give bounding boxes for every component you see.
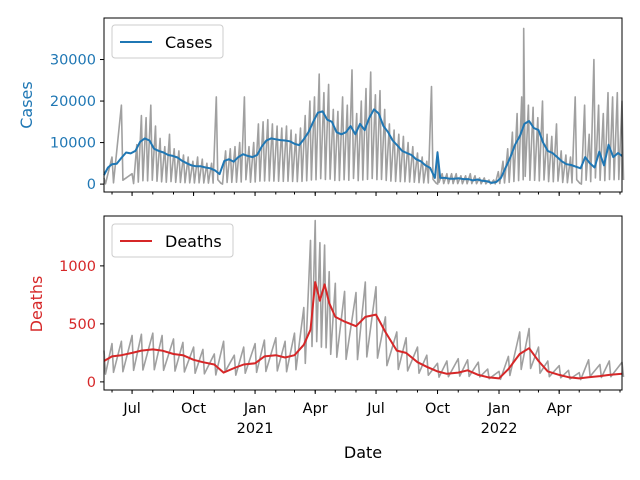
- cases-plot-frame: [103, 17, 623, 193]
- deaths-legend-box: [111, 223, 234, 258]
- deaths-ytick-label: 0: [87, 375, 96, 391]
- xtick-label: Oct: [181, 401, 206, 417]
- cases-ytick-label: 0: [87, 177, 96, 193]
- cases-legend-label: Cases: [165, 33, 213, 52]
- deaths-plot-frame: [103, 215, 623, 391]
- xtick-label: Jan: [243, 401, 266, 417]
- cases-ylabel: Cases: [17, 81, 36, 129]
- deaths-legend: Deaths: [111, 223, 234, 258]
- xtick-label: Jul: [122, 401, 141, 417]
- deaths-ytick-label: 1000: [59, 259, 96, 275]
- xtick-year-label: 2022: [481, 421, 518, 437]
- xtick-label: Apr: [303, 401, 328, 417]
- cases-ytick-label: 30000: [50, 53, 96, 69]
- cases-legend: Cases: [111, 24, 224, 59]
- cases-ytick-label: 10000: [50, 136, 96, 152]
- deaths-average-line: [103, 281, 623, 380]
- x-axis-label: Date: [344, 443, 382, 462]
- xtick-label: Jan: [487, 401, 510, 417]
- cases-legend-box: [111, 24, 224, 59]
- cases-daily-values-line: [103, 27, 625, 185]
- deaths-ylabel: Deaths: [27, 276, 46, 333]
- deaths-panel: 0 500 1000 Jul Oct Jan 2021 Apr Jul Oct Jan 2022 Apr: [59, 215, 625, 437]
- xtick-label: Jul: [366, 401, 385, 417]
- cases-ytick-label: 20000: [50, 94, 96, 110]
- deaths-ytick-label: 500: [68, 317, 96, 333]
- xtick-year-label: 2021: [237, 421, 274, 437]
- cases-average-line: [103, 108, 623, 184]
- cases-panel: 0 10000 20000 30000: [50, 17, 625, 196]
- xtick-label: Oct: [425, 401, 450, 417]
- deaths-legend-label: Deaths: [165, 232, 222, 251]
- deaths-daily-values-line: [103, 219, 625, 381]
- xtick-label: Apr: [547, 401, 572, 417]
